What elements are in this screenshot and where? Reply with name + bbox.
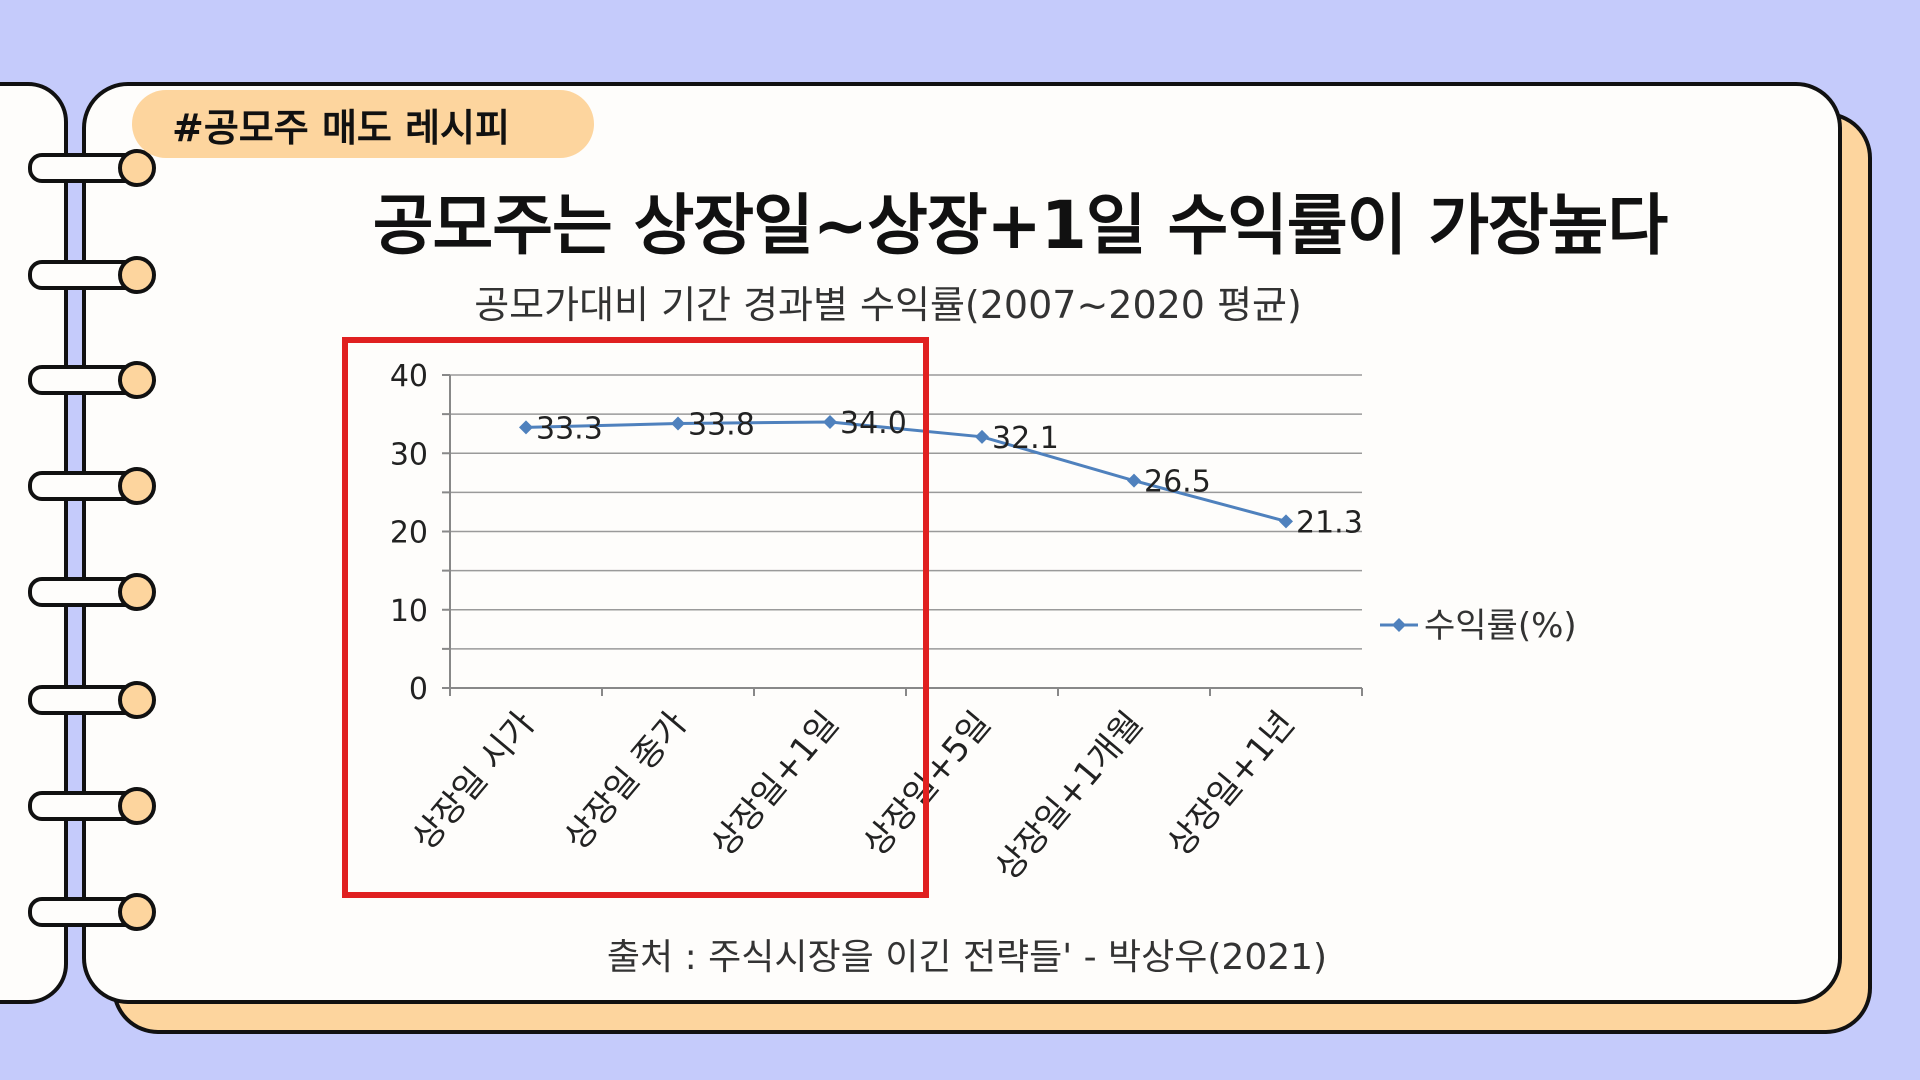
binding-ring [118, 893, 156, 931]
data-point [519, 420, 533, 435]
data-point [823, 414, 837, 429]
y-tick-label: 0 [409, 672, 428, 707]
binding-ring [118, 467, 156, 505]
x-tick-label: 상장일 종가 [557, 704, 695, 858]
data-label: 34.0 [840, 406, 907, 441]
y-tick-label: 20 [390, 516, 428, 551]
legend-label: 수익률(%) [1424, 606, 1577, 646]
x-tick-label: 상장일 시가 [405, 704, 543, 858]
series-points [519, 414, 1293, 529]
notebook-card [82, 82, 1842, 1004]
data-point [671, 416, 685, 431]
data-label: 26.5 [1144, 465, 1211, 500]
source-note: 출처 : 주식시장을 이긴 전략들' - 박상우(2021) [606, 937, 1328, 978]
binding-ring [118, 681, 156, 719]
hashtag-badge: #공모주 매도 레시피 [132, 90, 594, 158]
chart-axes [442, 374, 1363, 696]
chart-title: 공모가대비 기간 경과별 수익률(2007~2020 평균) [474, 283, 1302, 327]
data-label: 21.3 [1296, 505, 1363, 540]
y-tick-label: 10 [390, 594, 428, 629]
y-tick-labels: 0 10 20 30 40 [390, 359, 428, 707]
y-tick-label: 40 [390, 359, 428, 394]
x-tick-label: 상장일+1일 [704, 704, 847, 864]
binding-ring [118, 256, 156, 294]
chart-gridlines [450, 374, 1362, 650]
data-point [975, 429, 989, 444]
x-tick-label: 상장일+1년 [1160, 704, 1303, 864]
x-tick-label: 상장일+1개월 [987, 704, 1150, 888]
binding-ring [118, 787, 156, 825]
data-labels: 33.3 33.8 34.0 32.1 26.5 21.3 [536, 406, 1363, 540]
binding-ring [118, 573, 156, 611]
legend-marker [1392, 618, 1406, 632]
data-label: 33.8 [688, 408, 755, 443]
chart-legend: 수익률(%) [1380, 606, 1577, 646]
y-tick-label: 30 [390, 437, 428, 472]
notebook-left-strip [0, 82, 68, 1004]
data-point [1279, 514, 1293, 529]
binding-ring [118, 149, 156, 187]
series-line [525, 420, 1287, 523]
data-label: 32.1 [992, 421, 1059, 456]
data-label: 33.3 [536, 411, 603, 446]
binding-ring [118, 361, 156, 399]
headline: 공모주는 상장일~상장+1일 수익률이 가장높다 [372, 187, 1668, 264]
data-point [1127, 473, 1141, 488]
highlight-box [342, 337, 929, 898]
